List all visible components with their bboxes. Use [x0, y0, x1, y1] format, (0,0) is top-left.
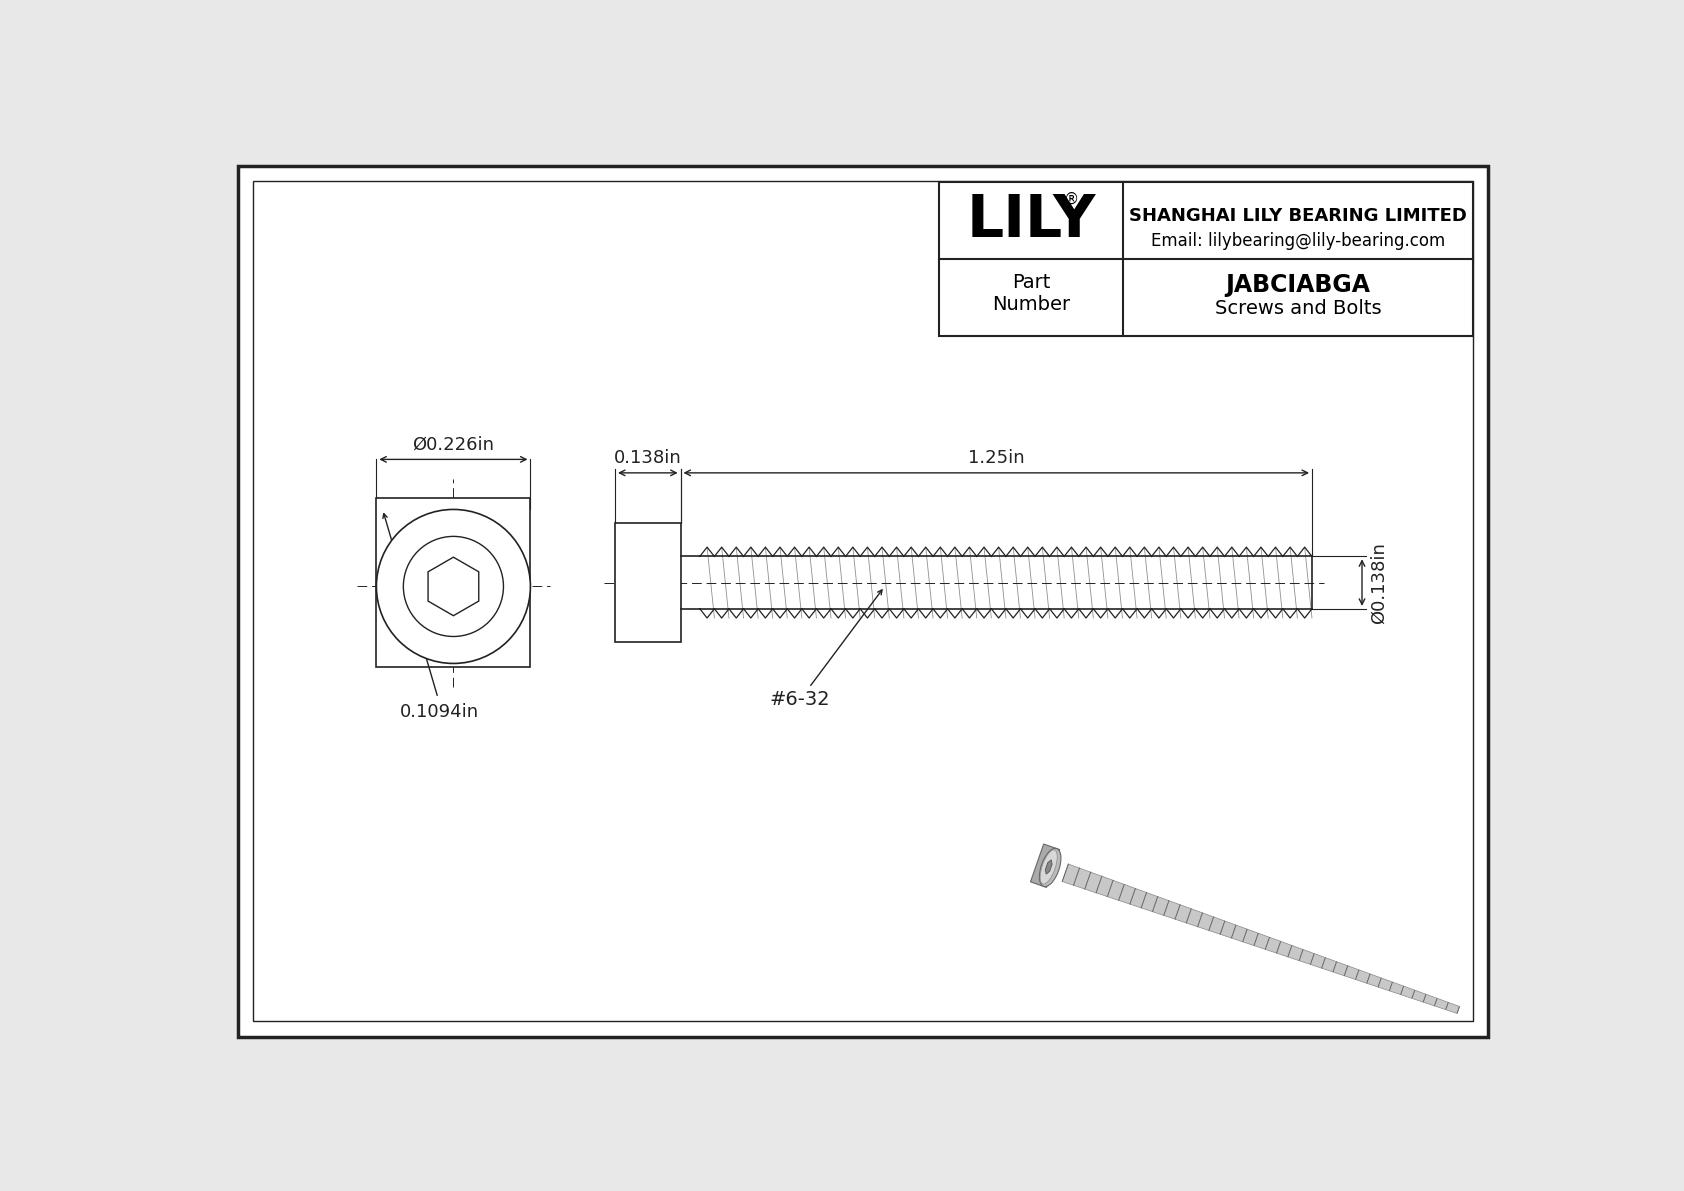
Text: SHANGHAI LILY BEARING LIMITED: SHANGHAI LILY BEARING LIMITED	[1130, 207, 1467, 225]
Polygon shape	[1031, 844, 1059, 887]
Text: JABCIABGA: JABCIABGA	[1226, 274, 1371, 298]
Text: 1.25in: 1.25in	[968, 449, 1024, 467]
Text: Ø0.138in: Ø0.138in	[1369, 542, 1388, 624]
Text: LILY: LILY	[967, 192, 1096, 249]
Text: Screws and Bolts: Screws and Bolts	[1214, 299, 1381, 318]
Text: 0.138in: 0.138in	[615, 449, 682, 467]
Bar	[615, 523, 680, 642]
Circle shape	[404, 536, 504, 636]
Text: 0.1094in: 0.1094in	[401, 704, 480, 722]
Ellipse shape	[1041, 850, 1058, 884]
Text: Email: lilybearing@lily-bearing.com: Email: lilybearing@lily-bearing.com	[1150, 232, 1445, 250]
Bar	[377, 498, 530, 667]
Text: Part
Number: Part Number	[992, 273, 1069, 313]
Text: Ø0.226in: Ø0.226in	[413, 435, 495, 454]
Ellipse shape	[1039, 848, 1061, 886]
Text: #6-32: #6-32	[770, 590, 882, 710]
Polygon shape	[428, 557, 478, 616]
Circle shape	[377, 510, 530, 663]
Bar	[938, 182, 1474, 336]
Polygon shape	[1063, 863, 1460, 1014]
Text: ®: ®	[1064, 192, 1079, 207]
Polygon shape	[1046, 860, 1052, 874]
